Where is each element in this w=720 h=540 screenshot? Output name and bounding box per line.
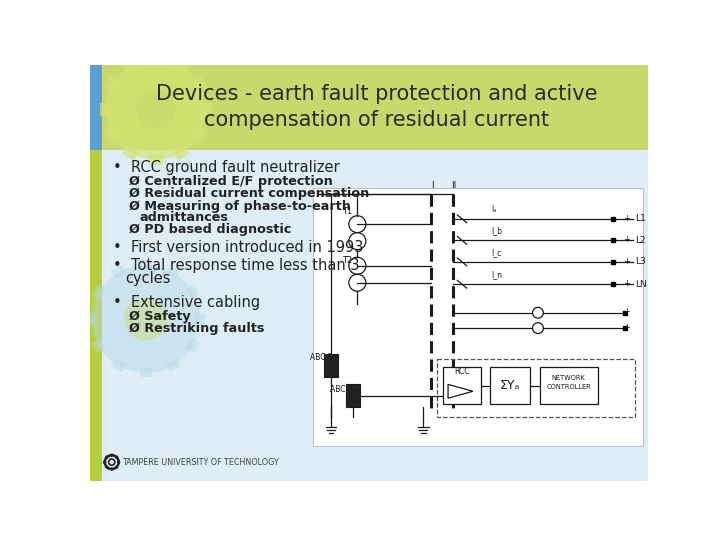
Bar bbox=[324, 354, 338, 377]
Text: •  Extensive cabling: • Extensive cabling bbox=[113, 295, 261, 310]
Text: I_c: I_c bbox=[492, 248, 502, 257]
Text: TAMPERE UNIVERSITY OF TECHNOLOGY: TAMPERE UNIVERSITY OF TECHNOLOGY bbox=[122, 457, 279, 467]
Text: I: I bbox=[431, 181, 434, 190]
Text: Ø PD based diagnostic: Ø PD based diagnostic bbox=[129, 224, 291, 237]
Bar bbox=[90, 150, 102, 481]
Polygon shape bbox=[104, 76, 120, 93]
Circle shape bbox=[105, 456, 109, 459]
Polygon shape bbox=[186, 284, 200, 300]
Bar bbox=[490, 367, 530, 404]
Circle shape bbox=[105, 465, 109, 469]
Bar bbox=[444, 367, 481, 404]
Bar bbox=[90, 150, 648, 481]
Text: ABC 1: ABC 1 bbox=[310, 353, 333, 362]
Polygon shape bbox=[172, 58, 190, 74]
Bar bbox=[539, 367, 598, 404]
Circle shape bbox=[106, 59, 206, 159]
Polygon shape bbox=[87, 313, 96, 325]
Text: •  RCC ground fault neutralizer: • RCC ground fault neutralizer bbox=[113, 160, 340, 176]
Text: Ø Safety: Ø Safety bbox=[129, 309, 190, 323]
Circle shape bbox=[124, 298, 168, 340]
Text: LN: LN bbox=[635, 280, 647, 289]
Circle shape bbox=[115, 456, 118, 459]
Polygon shape bbox=[172, 145, 190, 161]
Polygon shape bbox=[122, 58, 140, 74]
Text: Ø Measuring of phase-to-earth: Ø Measuring of phase-to-earth bbox=[129, 200, 351, 213]
Circle shape bbox=[115, 465, 118, 469]
Text: Devices - earth fault protection and active: Devices - earth fault protection and act… bbox=[156, 84, 598, 104]
Polygon shape bbox=[195, 313, 204, 325]
Polygon shape bbox=[165, 359, 181, 373]
Text: II: II bbox=[451, 181, 457, 190]
Circle shape bbox=[110, 454, 114, 457]
Text: L2: L2 bbox=[635, 236, 645, 245]
Text: Ø Residual current compensation: Ø Residual current compensation bbox=[129, 187, 369, 200]
Text: CONTROLLER: CONTROLLER bbox=[546, 384, 591, 390]
Polygon shape bbox=[122, 145, 140, 161]
Text: T1: T1 bbox=[342, 207, 352, 216]
Text: +: + bbox=[623, 279, 630, 288]
Text: I_n: I_n bbox=[492, 271, 503, 279]
Circle shape bbox=[110, 467, 114, 471]
Text: ΣYₐ: ΣYₐ bbox=[500, 380, 521, 393]
Polygon shape bbox=[186, 338, 200, 354]
Polygon shape bbox=[91, 284, 106, 300]
Polygon shape bbox=[165, 265, 181, 279]
Text: +: + bbox=[623, 213, 630, 222]
Text: NETWORK: NETWORK bbox=[552, 375, 585, 381]
Bar bbox=[437, 359, 635, 417]
Text: cycles: cycles bbox=[126, 271, 171, 286]
Polygon shape bbox=[104, 126, 120, 143]
Polygon shape bbox=[100, 103, 111, 117]
Polygon shape bbox=[140, 260, 152, 269]
Text: +: + bbox=[623, 256, 630, 266]
Text: Ø Centralized E/F protection: Ø Centralized E/F protection bbox=[129, 175, 333, 188]
Circle shape bbox=[137, 90, 175, 129]
Polygon shape bbox=[111, 359, 127, 373]
Text: +: + bbox=[623, 307, 630, 316]
Text: +: + bbox=[623, 323, 630, 332]
Text: ABC 2: ABC 2 bbox=[330, 385, 353, 394]
Polygon shape bbox=[149, 154, 163, 165]
Polygon shape bbox=[111, 265, 127, 279]
Circle shape bbox=[91, 265, 200, 373]
Polygon shape bbox=[192, 126, 207, 143]
Polygon shape bbox=[201, 103, 212, 117]
Polygon shape bbox=[140, 368, 152, 377]
Polygon shape bbox=[91, 338, 106, 354]
Text: RCC: RCC bbox=[454, 367, 469, 376]
Text: +: + bbox=[623, 235, 630, 244]
Polygon shape bbox=[149, 54, 163, 65]
Bar bbox=[313, 188, 642, 446]
Text: L1: L1 bbox=[635, 214, 646, 224]
Text: I_b: I_b bbox=[492, 226, 503, 235]
Text: compensation of residual current: compensation of residual current bbox=[204, 110, 549, 130]
Bar bbox=[90, 65, 102, 150]
Bar bbox=[102, 150, 648, 481]
Text: admittances: admittances bbox=[140, 211, 228, 224]
Text: Iₐ: Iₐ bbox=[492, 205, 497, 214]
Text: T2: T2 bbox=[342, 256, 352, 266]
Bar bbox=[90, 65, 648, 150]
Text: Ø Restriking faults: Ø Restriking faults bbox=[129, 322, 264, 335]
Text: L3: L3 bbox=[635, 258, 646, 266]
Polygon shape bbox=[192, 76, 207, 93]
Text: •  Total response time less than 3: • Total response time less than 3 bbox=[113, 258, 360, 273]
Circle shape bbox=[117, 461, 120, 464]
Circle shape bbox=[103, 461, 107, 464]
Text: •  First version introduced in 1993: • First version introduced in 1993 bbox=[113, 240, 364, 254]
Bar bbox=[346, 384, 360, 408]
